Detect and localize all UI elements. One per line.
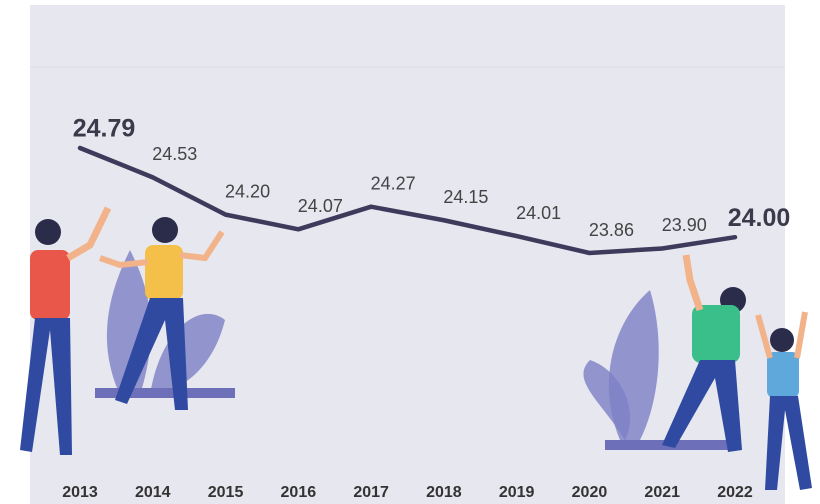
x-tick-label: 2017 xyxy=(353,484,389,501)
value-label: 24.07 xyxy=(298,196,343,216)
x-tick-label: 2013 xyxy=(62,484,98,501)
shirt xyxy=(692,305,740,363)
leaf xyxy=(583,360,631,440)
series: 24.79 24.53 24.20 24.07 24.27 24.15 24.01 23.86… xyxy=(62,115,790,502)
arm xyxy=(682,254,704,312)
value-label: 23.90 xyxy=(662,215,707,235)
line xyxy=(77,145,738,256)
arm xyxy=(755,311,808,359)
pants xyxy=(765,396,812,490)
value-label: 24.15 xyxy=(443,187,488,207)
pants xyxy=(662,360,742,452)
pants xyxy=(20,318,72,455)
value-label: 23.86 xyxy=(589,220,634,240)
leaf xyxy=(150,313,225,395)
head xyxy=(770,328,794,352)
value-label: 24.00 xyxy=(728,204,791,232)
x-tick-label: 2015 xyxy=(208,484,244,501)
pants xyxy=(115,298,188,410)
arm xyxy=(99,230,225,269)
x-tick-label: 2019 xyxy=(499,484,535,501)
shirt xyxy=(145,245,183,300)
x-tick-label: 2014 xyxy=(135,484,171,501)
x-tick-label: 2021 xyxy=(644,484,680,501)
head xyxy=(152,217,178,243)
illustration-right xyxy=(583,254,812,490)
shirt xyxy=(30,250,70,320)
illustration-left xyxy=(20,206,235,455)
value-label: 24.20 xyxy=(225,181,270,201)
ground xyxy=(95,388,235,398)
x-tick-label: 2018 xyxy=(426,484,462,501)
value-label: 24.01 xyxy=(516,203,561,223)
arm xyxy=(66,206,112,262)
x-tick-label: 2020 xyxy=(572,484,608,501)
value-label: 24.79 xyxy=(73,115,136,143)
value-label: 24.53 xyxy=(152,144,197,164)
value-label: 24.27 xyxy=(371,173,416,193)
x-tick-label: 2022 xyxy=(717,484,753,501)
shirt xyxy=(767,352,799,398)
head xyxy=(35,219,61,245)
x-tick-label: 2016 xyxy=(281,484,317,501)
